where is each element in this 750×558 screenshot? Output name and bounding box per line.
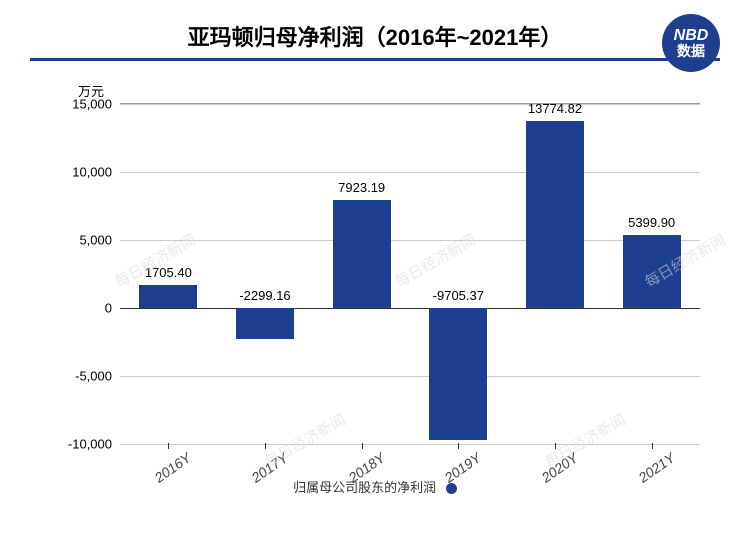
grid-line [120, 444, 700, 445]
chart-area: 万元 -10,000-5,00005,00010,00015,0001705.4… [30, 81, 720, 501]
legend-text: 归属母公司股东的净利润 [293, 480, 436, 495]
y-tick-label: 5,000 [79, 233, 120, 248]
bar [429, 308, 487, 440]
badge-line2: 数据 [677, 44, 705, 59]
chart-container: 亚玛顿归母净利润（2016年~2021年） NBD 数据 万元 -10,000-… [0, 0, 750, 558]
y-tick-label: -10,000 [68, 437, 120, 452]
bar [139, 285, 197, 308]
zero-line [120, 308, 700, 309]
y-tick-label: 10,000 [72, 165, 120, 180]
bar-value-label: -2299.16 [239, 288, 290, 303]
bar-value-label: 1705.40 [145, 265, 192, 280]
bar [236, 308, 294, 339]
bar [333, 200, 391, 308]
bar [623, 235, 681, 308]
grid-line [120, 104, 700, 105]
grid-line [120, 376, 700, 377]
x-tick [555, 443, 556, 449]
legend: 归属母公司股东的净利润 [30, 477, 720, 496]
x-tick [362, 443, 363, 449]
x-tick [458, 443, 459, 449]
chart-title: 亚玛顿归母净利润（2016年~2021年） [30, 20, 720, 52]
bar-value-label: -9705.37 [433, 288, 484, 303]
x-tick [265, 443, 266, 449]
bar [526, 121, 584, 308]
grid-line [120, 172, 700, 173]
title-underline [30, 58, 720, 61]
bar-value-label: 13774.82 [528, 101, 582, 116]
bar-value-label: 7923.19 [338, 180, 385, 195]
bar-value-label: 5399.90 [628, 215, 675, 230]
header: 亚玛顿归母净利润（2016年~2021年） [30, 20, 720, 52]
y-tick-label: 15,000 [72, 97, 120, 112]
y-tick-label: -5,000 [75, 369, 120, 384]
y-tick-label: 0 [105, 301, 120, 316]
grid-line [120, 240, 700, 241]
legend-swatch [446, 483, 457, 494]
badge-line1: NBD [674, 27, 709, 45]
plot-area: -10,000-5,00005,00010,00015,0001705.40-2… [120, 103, 700, 443]
nbd-badge: NBD 数据 [662, 14, 720, 72]
x-tick [168, 443, 169, 449]
x-tick [652, 443, 653, 449]
